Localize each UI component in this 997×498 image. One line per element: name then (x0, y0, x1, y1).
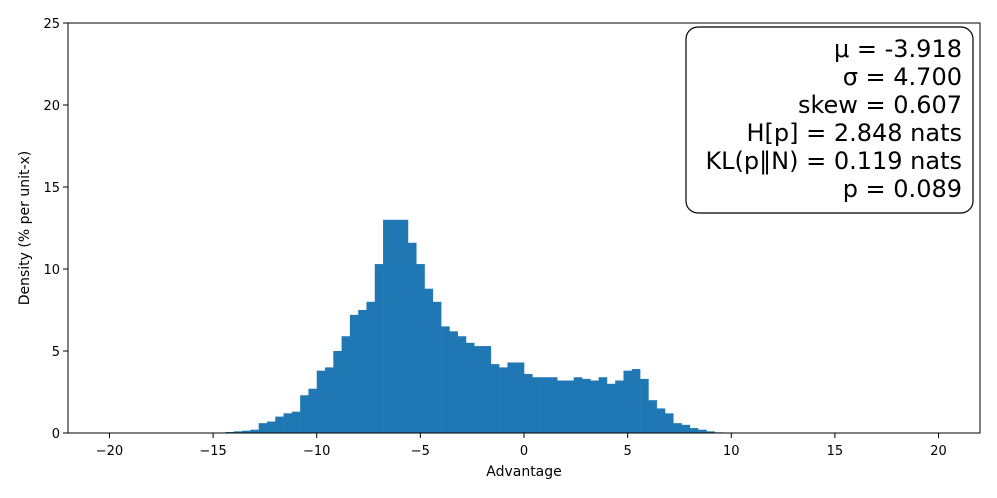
histogram-bar-24 (424, 288, 434, 433)
histogram-bar-8 (291, 411, 301, 433)
stat-entropy: H[p] = 2.848 nats (746, 119, 962, 147)
histogram-bar-29 (465, 342, 475, 433)
histogram-bar-56 (689, 428, 699, 433)
histogram-bar-17 (366, 301, 376, 433)
histogram-bar-32 (490, 364, 500, 433)
x-tick-label: 20 (930, 444, 947, 459)
histogram-bar-43 (582, 378, 591, 433)
histogram-bar-23 (416, 264, 425, 433)
histogram-bar-52 (656, 408, 666, 433)
y-tick-label: 5 (52, 345, 60, 360)
histogram-bar-31 (482, 346, 492, 433)
x-tick-label: 10 (723, 444, 740, 459)
histogram-bar-25 (432, 301, 442, 433)
histogram-bar-22 (407, 242, 417, 433)
histogram-bar-5 (266, 421, 276, 433)
histogram-bar-12 (325, 367, 334, 433)
histogram-bar-16 (358, 310, 367, 433)
histogram-bar-4 (258, 423, 268, 433)
y-axis-ticks: 0 5 10 15 20 25 (43, 17, 68, 442)
x-tick-label: −10 (303, 444, 330, 459)
histogram-bar-28 (457, 336, 467, 433)
stat-kl-divergence: KL(p‖N) = 0.119 nats (705, 147, 962, 175)
histogram-bar-13 (333, 351, 342, 433)
histogram-bar-26 (441, 326, 450, 433)
histogram-bar-14 (341, 336, 351, 433)
stat-p-value: p = 0.089 (843, 175, 962, 203)
histogram-bar-18 (374, 264, 384, 433)
histogram-bar-7 (283, 413, 293, 433)
histogram-bar-6 (275, 416, 284, 433)
histogram-bar-35 (515, 362, 525, 433)
histogram-bar-15 (349, 314, 359, 433)
y-tick-label: 25 (43, 17, 60, 32)
histogram-bar-44 (590, 380, 599, 433)
y-tick-label: 20 (43, 99, 60, 114)
histogram-bar-45 (598, 377, 608, 433)
x-tick-label: −20 (96, 444, 123, 459)
histogram-bar-30 (474, 346, 483, 433)
histogram-bar-20 (391, 219, 400, 433)
histogram-bar-39 (548, 377, 558, 433)
x-axis-label: Advantage (486, 464, 562, 480)
histogram-bar-11 (316, 370, 326, 433)
histogram-bar-50 (640, 378, 649, 433)
histogram-bar-46 (606, 383, 616, 433)
histogram-bar-55 (681, 424, 691, 433)
histogram-bar-48 (623, 370, 633, 433)
x-tick-label: −15 (199, 444, 226, 459)
histogram-bar-58 (706, 431, 715, 433)
statistics-box-frame (685, 26, 974, 214)
y-tick-label: 0 (52, 427, 60, 442)
histogram-bar-10 (308, 388, 318, 433)
histogram-bar-1 (233, 431, 243, 433)
histogram-bar-36 (524, 373, 533, 433)
x-tick-label: 0 (520, 444, 528, 459)
histogram-bar-19 (383, 219, 392, 433)
y-tick-label: 10 (43, 263, 60, 278)
histogram-bar-51 (648, 400, 657, 433)
histogram-bar-3 (250, 429, 259, 433)
histogram-bar-37 (532, 377, 541, 433)
histogram-bar-21 (399, 219, 409, 433)
x-tick-label: 15 (827, 444, 844, 459)
histogram-bar-47 (615, 380, 624, 433)
histogram-bar-57 (698, 429, 707, 433)
stat-mean: μ = -3.918 (834, 35, 962, 63)
histogram-bar-49 (631, 369, 641, 433)
histogram-bar-34 (507, 362, 517, 433)
stat-std-dev: σ = 4.700 (843, 63, 962, 91)
histogram-bars (225, 219, 724, 433)
y-tick-label: 15 (43, 181, 60, 196)
x-axis-ticks: −20 −15 −10 −5 0 5 10 15 20 (96, 433, 947, 459)
histogram-bar-40 (557, 380, 566, 433)
x-tick-label: 5 (623, 444, 631, 459)
histogram-bar-42 (573, 377, 583, 433)
x-tick-label: −5 (411, 444, 430, 459)
histogram-bar-9 (300, 395, 309, 433)
histogram-bar-54 (673, 423, 682, 433)
histogram-bar-27 (449, 331, 458, 433)
histogram-bar-53 (664, 413, 674, 433)
statistics-box: μ = -3.918 σ = 4.700 skew = 0.607 H[p] =… (685, 26, 974, 214)
histogram-bar-38 (540, 377, 550, 433)
y-axis-label: Density (% per unit-x) (17, 151, 33, 306)
histogram-bar-2 (242, 430, 251, 433)
histogram-bar-41 (565, 380, 575, 433)
histogram-bar-33 (499, 367, 508, 433)
stat-skew: skew = 0.607 (798, 91, 962, 119)
